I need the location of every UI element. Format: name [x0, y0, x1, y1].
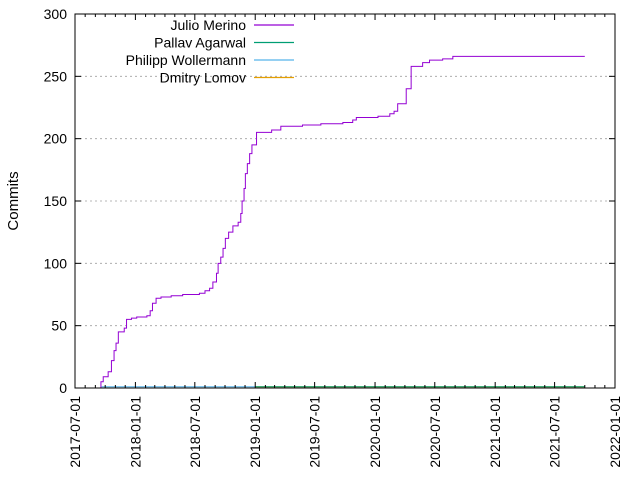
series-lines	[98, 55, 585, 389]
y-tick-labels: 0 50 100 150 200 250 300	[44, 6, 68, 396]
axis-ticks	[74, 13, 616, 389]
x-tick-label: 2020-01-01	[367, 396, 383, 468]
y-tick-label: 250	[44, 68, 68, 84]
x-tick-label: 2022-01-01	[607, 396, 623, 468]
x-tick-label: 2020-07-01	[427, 396, 443, 468]
legend-label: Julio Merino	[171, 17, 247, 33]
grid-lines	[75, 75, 615, 327]
y-tick-label: 100	[44, 255, 68, 271]
legend-label: Dmitry Lomov	[160, 70, 246, 86]
x-tick-label: 2021-07-01	[547, 396, 563, 468]
y-tick-label: 300	[44, 6, 68, 22]
x-tick-labels: 2017-07-01 2018-01-01 2018-07-01 2019-01-01…	[67, 396, 623, 468]
legend-label: Philipp Wollermann	[126, 52, 246, 68]
legend-label: Pallav Agarwal	[154, 35, 246, 51]
x-tick-label: 2017-07-01	[67, 396, 83, 468]
x-tick-label: 2019-07-01	[307, 396, 323, 468]
y-tick-label: 150	[44, 193, 68, 209]
x-tick-label: 2019-01-01	[247, 396, 263, 468]
x-tick-label: 2018-01-01	[127, 396, 143, 468]
y-tick-label: 200	[44, 131, 68, 147]
y-tick-label: 0	[59, 380, 67, 396]
y-axis-label: Commits	[5, 171, 22, 230]
x-tick-label: 2018-07-01	[187, 396, 203, 468]
series-line-0	[98, 55, 585, 389]
x-tick-label: 2021-01-01	[487, 396, 503, 468]
y-tick-label: 50	[51, 318, 67, 334]
